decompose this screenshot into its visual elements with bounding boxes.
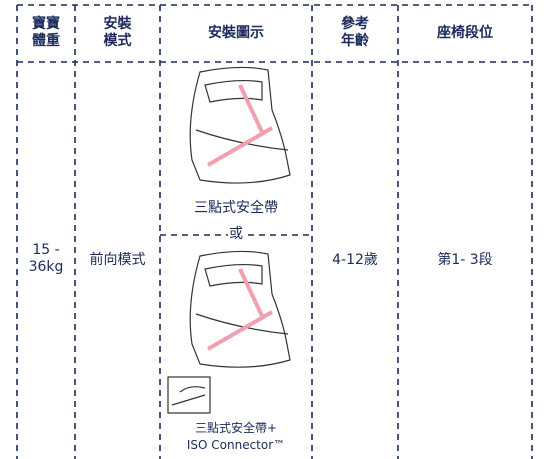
header-cell: 寶寶 體重 bbox=[32, 16, 60, 49]
header-cell: 參考 年齡 bbox=[341, 16, 369, 49]
seat-illustration bbox=[167, 250, 291, 414]
header-cell: 座椅段位 bbox=[437, 25, 493, 41]
age: 4-12歲 bbox=[332, 252, 378, 268]
seat-illustration bbox=[189, 66, 291, 184]
seat-position: 第1- 3段 bbox=[437, 252, 493, 268]
header-cell: 安裝 模式 bbox=[103, 16, 132, 49]
caption: 三點式安全帶 bbox=[194, 200, 278, 216]
caption: 或 bbox=[229, 226, 243, 242]
mode: 前向模式 bbox=[89, 252, 146, 268]
weight: 15 - 36kg bbox=[28, 242, 64, 275]
caption: 三點式安全帶+ ISO Connector™ bbox=[186, 421, 286, 452]
header-cell: 安裝圖示 bbox=[208, 25, 264, 41]
